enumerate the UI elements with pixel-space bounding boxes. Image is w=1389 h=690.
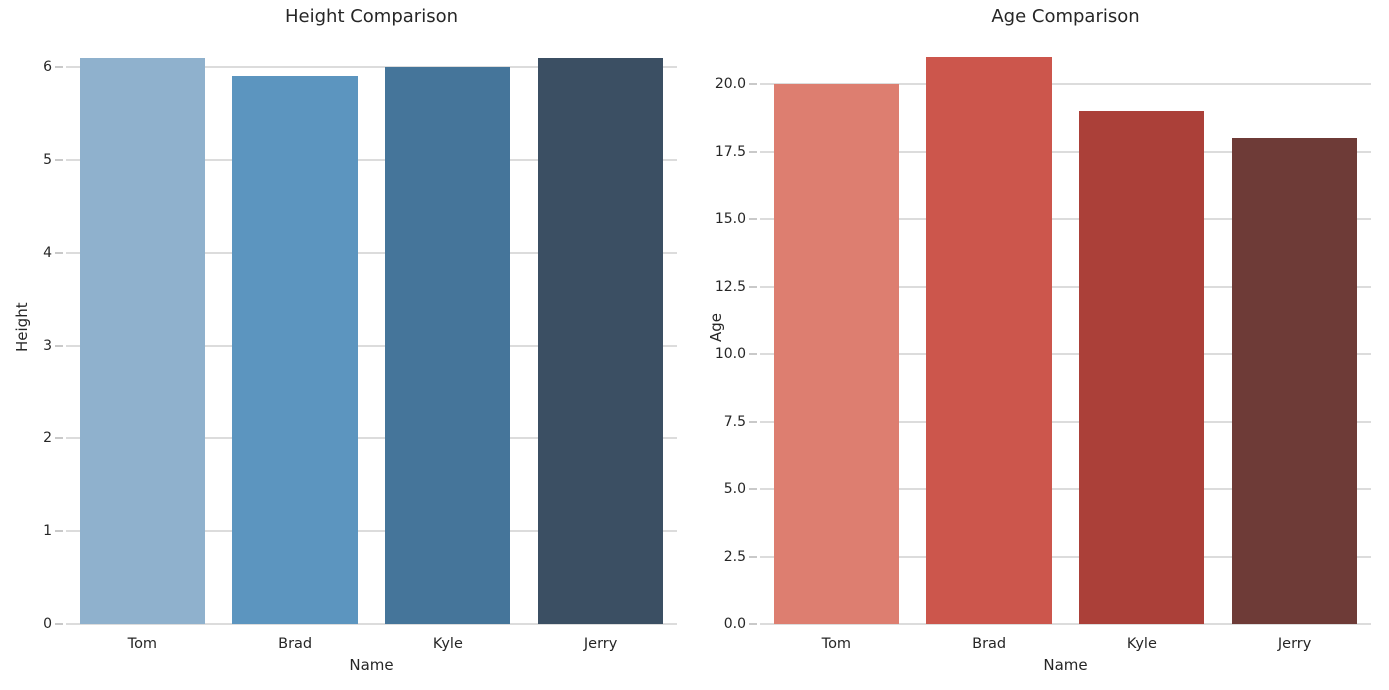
gridline [760, 285, 1371, 288]
y-tick-label: 6 [43, 59, 52, 76]
gridline [760, 488, 1371, 490]
gridline [66, 530, 677, 533]
gridline [760, 150, 1371, 153]
bar-tom [79, 57, 205, 624]
y-tick-label: 5.0 [723, 481, 746, 497]
age-chart: Age Comparison Age Name 0.0 2.5 5.0 7.5 10.0… [694, 0, 1389, 690]
y-tick-label: 3 [43, 337, 52, 354]
y-tick-label: 20.0 [714, 76, 746, 92]
y-tick-label: 5 [43, 151, 52, 168]
gridline [66, 251, 677, 254]
x-axis-label: Name [349, 656, 394, 674]
gridline [66, 437, 677, 440]
y-tick-mark [749, 420, 757, 423]
y-tick-mark [55, 251, 63, 254]
y-tick-label: 10.0 [714, 346, 746, 362]
gridline [66, 344, 677, 347]
y-tick-label: 0.0 [723, 616, 746, 632]
bar-jerry [1231, 138, 1358, 624]
y-tick-mark [749, 218, 757, 220]
y-tick-mark [55, 158, 63, 161]
x-axis-label: Name [1043, 656, 1088, 674]
y-tick-label: 4 [43, 244, 52, 261]
y-tick-label: 1 [43, 523, 52, 540]
x-tick-label: Kyle [432, 636, 463, 652]
bar-kyle [385, 67, 511, 624]
bar-brad [232, 76, 358, 624]
y-tick-mark [55, 344, 63, 347]
gridline [66, 158, 677, 161]
gridline [760, 555, 1371, 558]
gridline [760, 353, 1371, 355]
y-tick-label: 7.5 [723, 413, 746, 430]
gridline [66, 623, 677, 625]
chart-title: Height Comparison [285, 6, 458, 27]
y-tick-mark [55, 66, 63, 69]
bar-jerry [537, 57, 664, 624]
y-tick-label: 0 [43, 616, 52, 632]
x-tick-label: Tom [821, 636, 852, 652]
bar-kyle [1079, 111, 1205, 624]
y-tick-label: 12.5 [714, 278, 746, 295]
gridline [760, 218, 1371, 220]
gridline [66, 66, 677, 69]
y-tick-mark [749, 285, 757, 288]
x-tick-label: Jerry [583, 636, 618, 652]
plot-area [66, 30, 677, 625]
plot-area [760, 30, 1371, 625]
height-chart: Height Comparison Height Name 0 1 2 3 4 5 6 Tom… [13, 6, 677, 674]
y-tick-mark [749, 623, 757, 625]
y-tick-label: 2.5 [723, 548, 746, 565]
x-tick-label: Brad [278, 636, 313, 652]
y-tick-mark [55, 530, 63, 533]
y-tick-mark [55, 623, 63, 625]
x-tick-label: Kyle [1126, 636, 1157, 652]
gridline [760, 623, 1371, 625]
gridline [760, 83, 1371, 85]
y-tick-label: 15.0 [714, 211, 746, 227]
bar-tom [773, 84, 899, 624]
y-tick-mark [749, 488, 757, 490]
bar-brad [926, 57, 1052, 624]
y-tick-mark [749, 555, 757, 558]
y-tick-mark [749, 353, 757, 355]
y-tick-mark [749, 83, 757, 85]
y-tick-mark [749, 150, 757, 153]
y-tick-label: 17.5 [714, 143, 746, 160]
x-tick-label: Tom [127, 636, 158, 652]
y-tick-label: 2 [43, 430, 52, 447]
y-axis-label: Age [707, 312, 725, 342]
y-tick-mark [55, 437, 63, 440]
chart-title: Age Comparison [991, 6, 1140, 27]
x-tick-label: Jerry [1277, 636, 1312, 652]
gridline [760, 420, 1371, 423]
x-tick-label: Brad [972, 636, 1007, 652]
